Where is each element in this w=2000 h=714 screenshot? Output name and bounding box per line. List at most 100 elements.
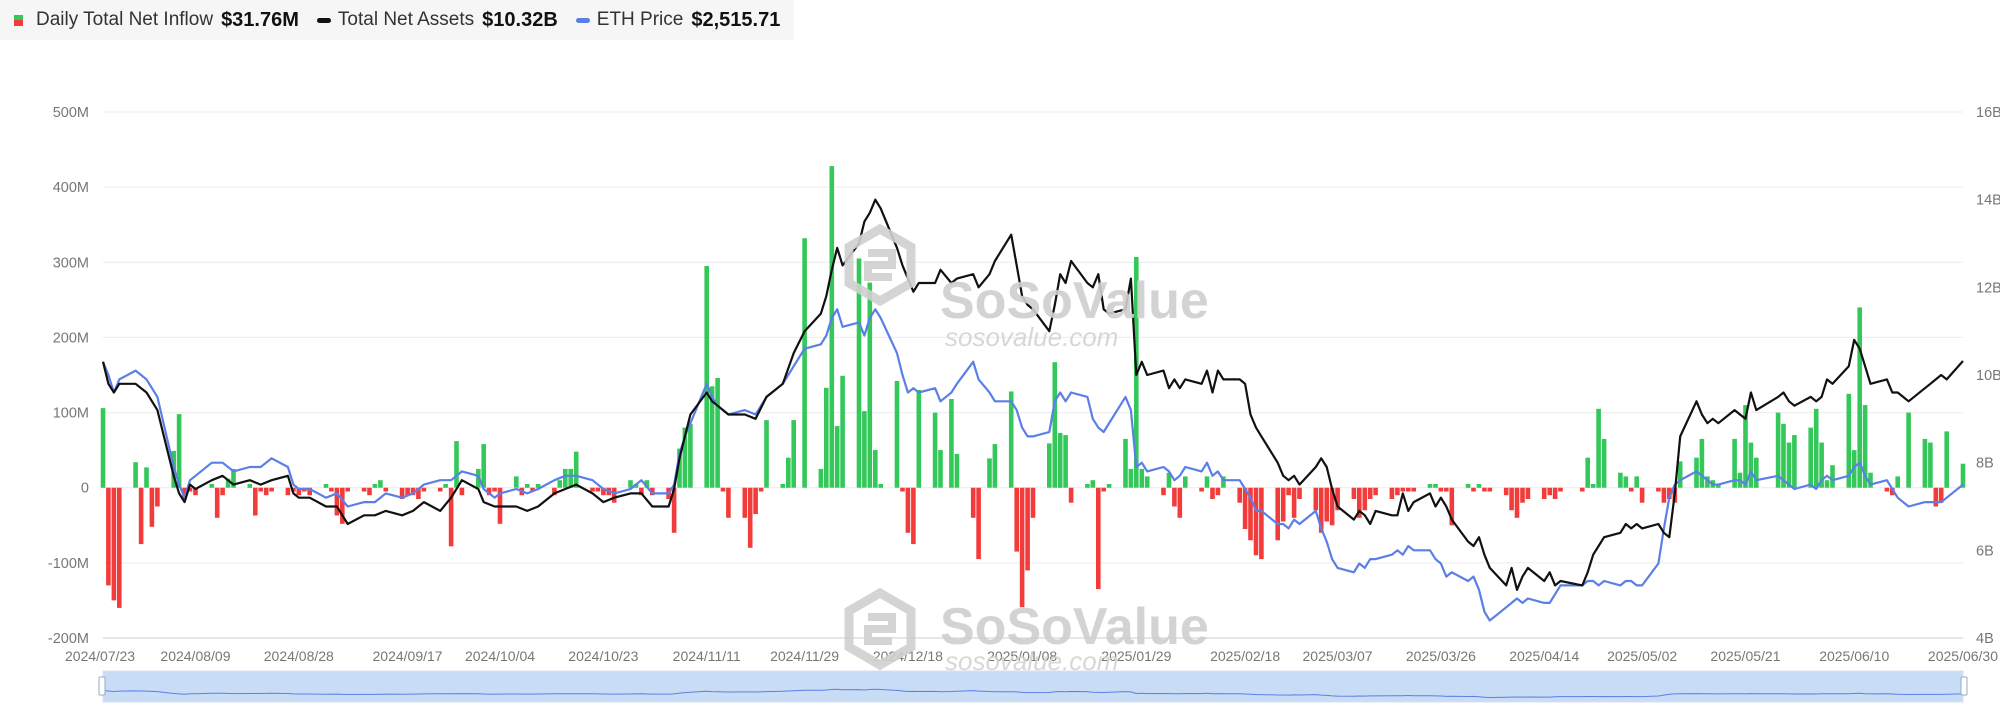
inflow-bar — [1253, 487, 1259, 556]
inflow-bar — [1552, 487, 1558, 499]
inflow-bar — [372, 484, 378, 488]
legend-assets-label: Total Net Assets — [337, 9, 475, 30]
inflow-bar — [1400, 487, 1406, 492]
inflow-bar — [1808, 427, 1813, 488]
legend-item-inflow[interactable]: Daily Total Net Inflow $31.76M — [14, 9, 299, 32]
inflow-bar — [688, 423, 693, 488]
inflow-bar — [258, 487, 263, 492]
inflow-bar — [1525, 487, 1531, 499]
inflow-bar — [1427, 484, 1433, 488]
inflow-bar — [307, 487, 312, 496]
inflow-bar — [1857, 307, 1862, 488]
inflow-bar — [747, 487, 753, 548]
inflow-bar — [1128, 468, 1134, 488]
x-tick-label: 2025/01/29 — [1101, 648, 1171, 664]
inflow-bar — [1318, 487, 1324, 533]
inflow-bar — [1476, 484, 1482, 488]
inflow-bars[interactable] — [100, 166, 1966, 608]
navigator-selection[interactable] — [102, 670, 1964, 703]
inflow-bar — [601, 487, 606, 496]
inflow-bar — [340, 487, 345, 524]
inflow-bar — [530, 487, 535, 492]
inflow-bar — [106, 487, 111, 586]
series-lines[interactable] — [101, 198, 1964, 622]
inflow-bar — [421, 487, 427, 492]
inflow-bar — [1248, 487, 1253, 541]
inflow-bar — [209, 484, 215, 488]
inflow-bar — [1922, 438, 1928, 488]
inflow-bar — [1705, 476, 1710, 488]
inflow-bar — [905, 487, 911, 533]
chart-legend: Daily Total Net Inflow $31.76M Total Net… — [0, 0, 795, 40]
x-tick-label: 2024/09/17 — [373, 648, 443, 664]
watermark-brand: SoSoValue — [940, 598, 1209, 656]
x-tick-label: 2025/06/30 — [1928, 648, 1998, 664]
navigator-right-handle[interactable] — [1960, 676, 1968, 696]
inflow-bar — [791, 420, 796, 488]
inflow-bar — [291, 487, 296, 492]
right-axis-ticks: 4B 6B 8B 10B 12B 14B 16B — [1976, 105, 2000, 647]
inflow-bar — [1514, 487, 1520, 518]
inflow-bar — [856, 258, 862, 488]
x-tick-label: 2025/01/08 — [987, 648, 1057, 664]
inflow-bar — [590, 487, 595, 492]
x-tick-label: 2025/03/26 — [1406, 648, 1476, 664]
inflow-bar — [709, 386, 715, 488]
x-tick-label: 2024/10/04 — [465, 648, 535, 664]
inflow-bar — [1585, 457, 1590, 488]
inflow-bar — [1444, 487, 1449, 492]
x-tick-label: 2024/11/29 — [770, 648, 839, 664]
inflow-bar — [1106, 484, 1112, 488]
inflow-bar — [1367, 487, 1373, 499]
inflow-bar — [976, 487, 981, 560]
inflow-bar — [568, 468, 573, 488]
inflow-bar — [1172, 487, 1177, 507]
right-tick-label: 6B — [1976, 543, 1994, 559]
inflow-bar — [329, 487, 334, 492]
left-tick-label: 0 — [81, 481, 89, 497]
bar-series-swatch-icon — [14, 14, 23, 26]
inflow-bar — [1487, 487, 1493, 492]
inflow-bar — [563, 468, 568, 488]
legend-eth-label: ETH Price — [596, 9, 684, 30]
inflow-bar — [704, 266, 709, 488]
inflow-bar — [682, 427, 688, 488]
inflow-bar — [573, 451, 579, 488]
inflow-bar — [758, 487, 764, 492]
inflow-bar — [1895, 476, 1900, 488]
eth-line-swatch-icon — [575, 17, 590, 23]
inflow-bar — [1596, 408, 1601, 488]
inflow-bar — [1824, 480, 1830, 488]
inflow-bar — [1406, 487, 1411, 492]
inflow-bar — [1465, 484, 1471, 488]
inflow-bar — [824, 387, 829, 488]
legend-item-eth[interactable]: ETH Price $2,515.71 — [575, 9, 780, 32]
inflow-bar — [1792, 435, 1797, 488]
inflow-bar — [443, 484, 448, 488]
sosovalue-logo-icon — [844, 587, 916, 671]
inflow-bar — [133, 462, 138, 488]
inflow-bar — [1063, 435, 1068, 488]
x-tick-label: 2025/05/21 — [1710, 648, 1780, 664]
navigator-left-handle[interactable] — [98, 676, 106, 696]
inflow-bar — [1781, 423, 1786, 488]
inflow-bar — [1090, 480, 1096, 488]
inflow-bar — [378, 480, 383, 488]
inflow-bar — [323, 484, 329, 488]
inflow-bar — [1177, 487, 1183, 518]
inflow-bar — [753, 487, 758, 514]
right-tick-label: 14B — [1976, 193, 2000, 209]
inflow-bar — [992, 444, 998, 488]
inflow-bar — [840, 375, 845, 488]
inflow-bar — [1732, 438, 1737, 488]
inflow-bar — [1019, 487, 1025, 608]
inflow-bar — [1357, 487, 1362, 518]
inflow-bar — [1661, 487, 1667, 503]
inflow-bar — [535, 484, 541, 488]
legend-item-assets[interactable]: Total Net Assets $10.32B — [316, 9, 558, 32]
inflow-bar — [1743, 405, 1748, 488]
inflow-bar — [405, 487, 410, 496]
inflow-bar — [1590, 484, 1596, 488]
range-navigator[interactable] — [98, 670, 1968, 703]
